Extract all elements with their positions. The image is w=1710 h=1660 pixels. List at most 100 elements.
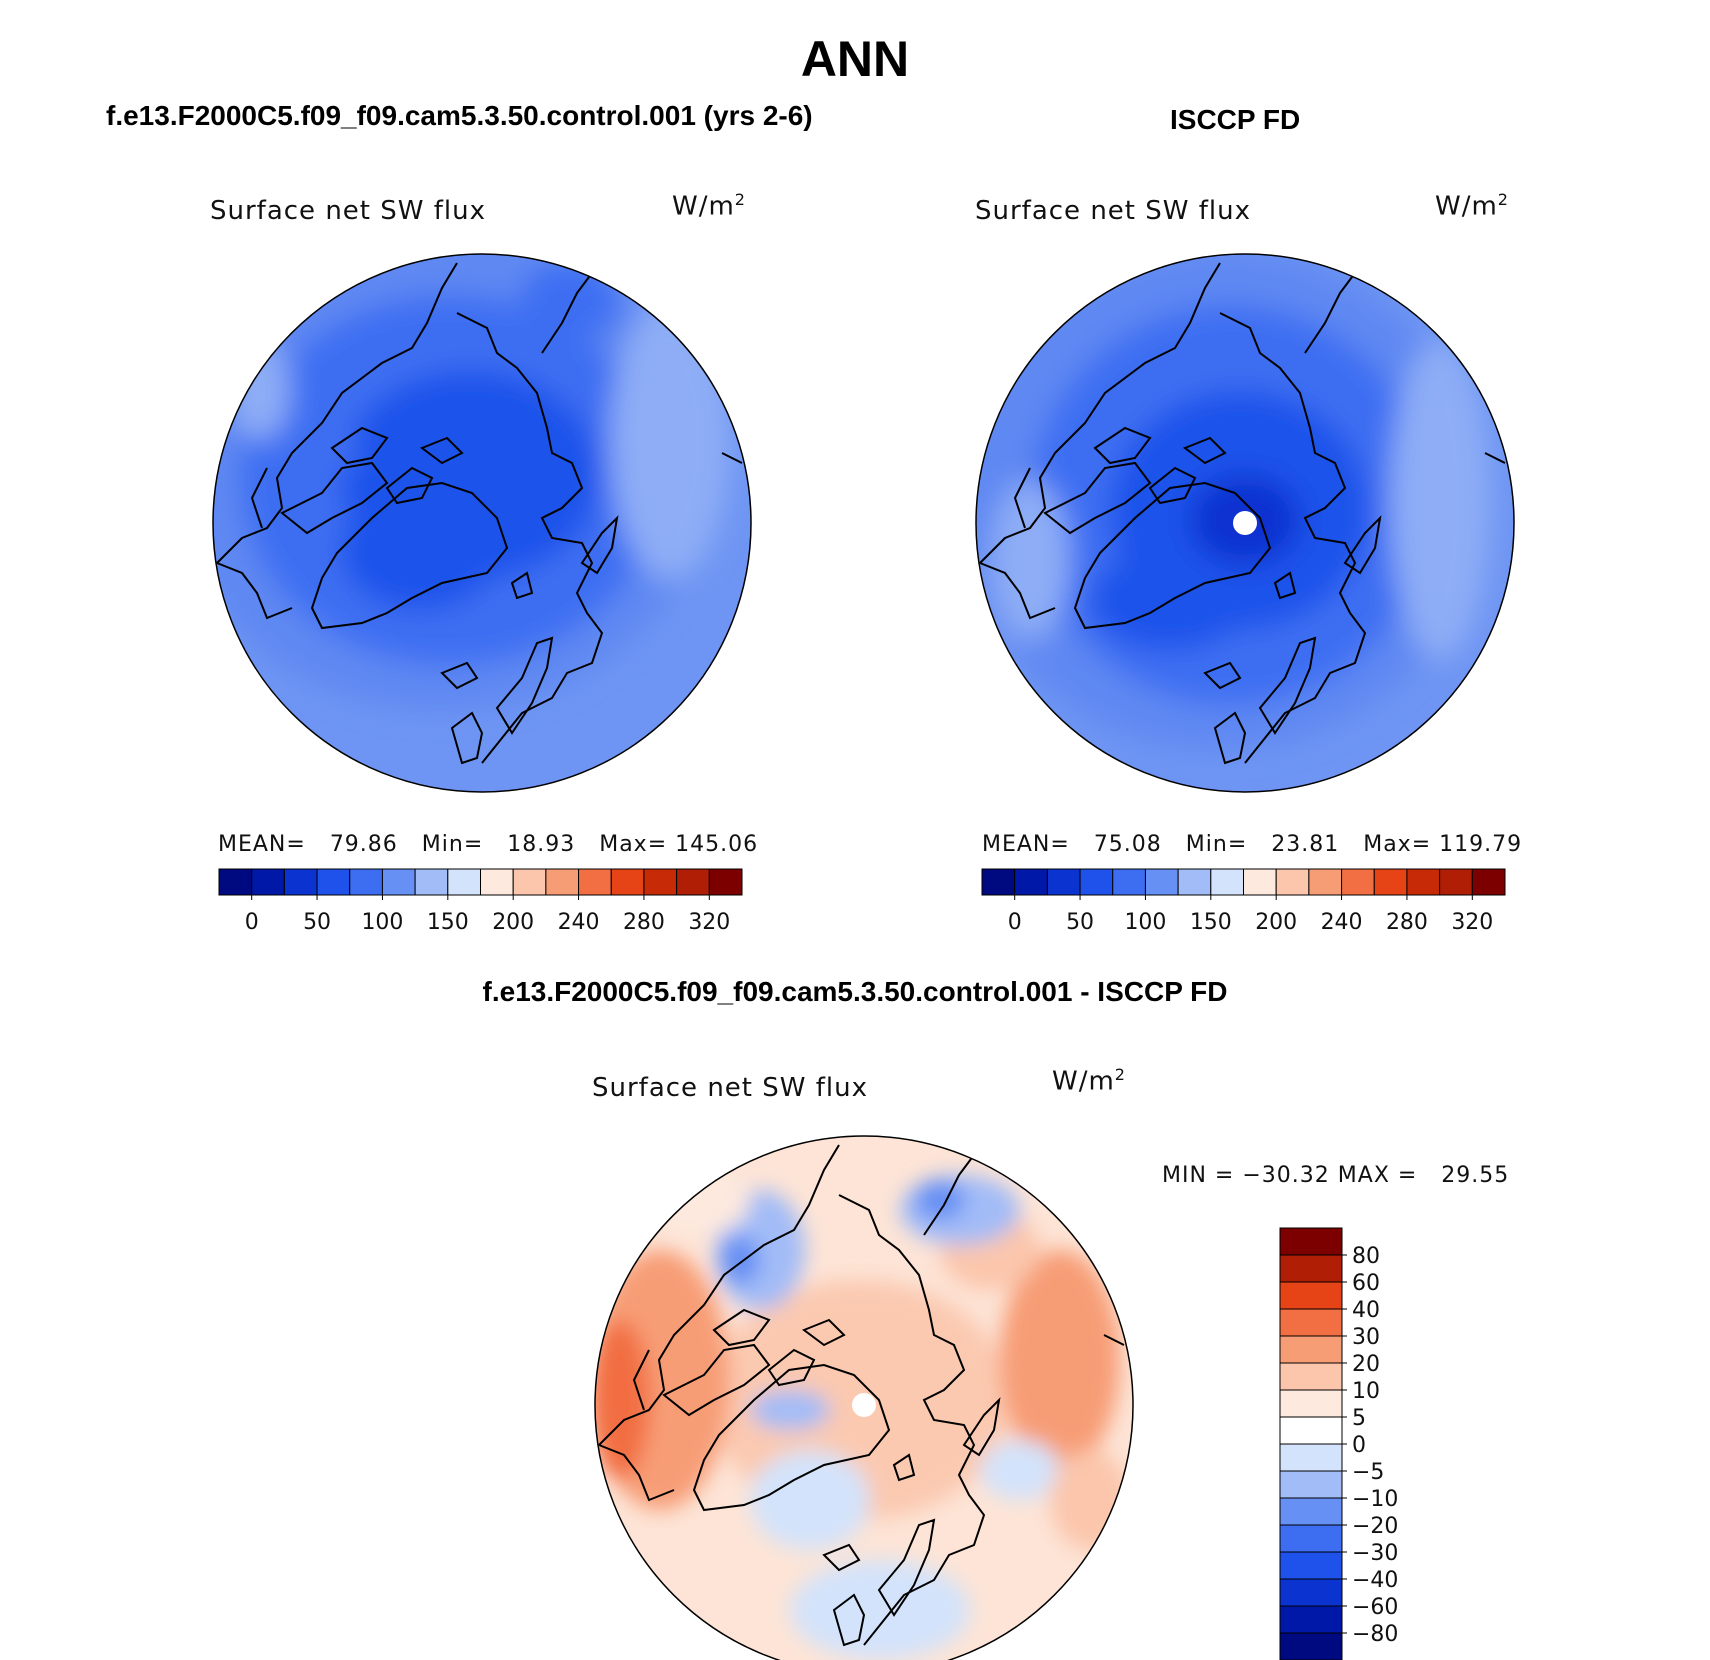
diff-colorbar-label: 80 (1352, 1244, 1380, 1269)
model-colorbar-label: 240 (558, 910, 600, 935)
model-units-label: W/m2 (672, 190, 746, 222)
obs-colorbar-box (1210, 868, 1244, 896)
obs-colorbar-label: 0 (1008, 910, 1022, 935)
model-colorbar-box (708, 868, 743, 896)
diff-minmax: MIN = −30.32 MAX = 29.55 (1162, 1163, 1510, 1188)
obs-colorbar-box (1177, 868, 1212, 896)
model-colorbar-box (414, 868, 449, 896)
model-colorbar-box (610, 868, 645, 896)
diff-colorbar-box (1279, 1308, 1343, 1337)
diff-colorbar-box (1279, 1281, 1343, 1310)
obs-colorbar-box (1079, 868, 1114, 896)
diff-colorbar-label: −30 (1352, 1541, 1398, 1566)
obs-colorbar-box (1112, 868, 1146, 896)
obs-colorbar-label: 150 (1190, 910, 1232, 935)
obs-colorbar-box (981, 868, 1016, 896)
diff-colorbar-box (1279, 1632, 1343, 1660)
obs-title: ISCCP FD (1170, 104, 1301, 135)
diff-colorbar-box (1279, 1443, 1343, 1472)
diff-map (594, 1135, 1134, 1660)
diff-colorbar-box (1279, 1497, 1343, 1526)
diff-colorbar-label: −5 (1352, 1460, 1384, 1485)
obs-colorbar-box (1144, 868, 1179, 896)
diff-colorbar-box (1279, 1416, 1343, 1445)
obs-colorbar-box (1406, 868, 1441, 896)
model-colorbar-box (512, 868, 547, 896)
model-colorbar-label: 100 (361, 910, 403, 935)
diff-colorbar-box (1279, 1389, 1343, 1418)
diff-colorbar-label: 30 (1352, 1325, 1380, 1350)
diff-colorbar-label: −10 (1352, 1487, 1398, 1512)
model-stats: MEAN= 79.86 Min= 18.93 Max= 145.06 (218, 832, 759, 857)
model-colorbar-label: 200 (492, 910, 534, 935)
obs-colorbar-label: 320 (1451, 910, 1493, 935)
model-colorbar-box (381, 868, 416, 896)
diff-colorbar-label: 20 (1352, 1352, 1380, 1377)
diff-colorbar-box (1279, 1362, 1343, 1391)
obs-colorbar-box (1471, 868, 1506, 896)
obs-pole-hole (1233, 511, 1257, 535)
diff-colorbar-label: −40 (1352, 1568, 1398, 1593)
diff-colorbar-box (1279, 1254, 1343, 1283)
obs-colorbar-box (1275, 868, 1310, 896)
diff-colorbar-label: 60 (1352, 1271, 1380, 1296)
model-colorbar-box (578, 868, 612, 896)
difference-title: f.e13.F2000C5.f09_f09.cam5.3.50.control.… (482, 976, 1228, 1007)
diff-colorbar-box (1279, 1605, 1343, 1634)
model-colorbar-box (316, 868, 351, 896)
diff-colorbar-label: −80 (1352, 1622, 1398, 1647)
model-colorbar-label: 320 (688, 910, 730, 935)
model-colorbar-box (643, 868, 678, 896)
diff-colorbar-label: 0 (1352, 1433, 1366, 1458)
model-colorbar-box (349, 868, 383, 896)
obs-colorbar-label: 280 (1386, 910, 1428, 935)
diff-pole-hole (852, 1393, 876, 1417)
obs-colorbar-box (1341, 868, 1375, 896)
diff-colorbar-label: 5 (1352, 1406, 1366, 1431)
diff-colorbar-box (1279, 1524, 1343, 1553)
obs-units-label: W/m2 (1435, 190, 1509, 222)
diff-colorbar-box (1279, 1578, 1343, 1607)
obs-colorbar-box (1046, 868, 1081, 896)
model-colorbar-box (218, 868, 253, 896)
model-title: f.e13.F2000C5.f09_f09.cam5.3.50.control.… (106, 100, 813, 131)
model-colorbar: 0 50 100 150 200 240 280 320 (218, 868, 743, 935)
model-colorbar-label: 50 (303, 910, 331, 935)
obs-colorbar-box (1439, 868, 1473, 896)
season-title: ANN (800, 31, 910, 87)
obs-colorbar-box (1373, 868, 1408, 896)
obs-colorbar-label: 100 (1124, 910, 1166, 935)
obs-stats: MEAN= 75.08 Min= 23.81 Max= 119.79 (982, 832, 1523, 857)
model-colorbar-box (480, 868, 514, 896)
diff-colorbar-label: −20 (1352, 1514, 1398, 1539)
model-map (212, 253, 752, 793)
model-colorbar-box (283, 868, 318, 896)
model-colorbar-label: 0 (245, 910, 259, 935)
obs-colorbar: 0 50 100 150 200 240 280 320 (981, 868, 1506, 935)
model-colorbar-box (676, 868, 710, 896)
diff-colorbar-label: −60 (1352, 1595, 1398, 1620)
model-colorbar-box (251, 868, 285, 896)
diff-units-label: W/m2 (1052, 1065, 1126, 1097)
obs-colorbar-label: 240 (1321, 910, 1363, 935)
diff-colorbar-label: 40 (1352, 1298, 1380, 1323)
obs-colorbar-label: 200 (1255, 910, 1297, 935)
diff-colorbar-box (1279, 1551, 1343, 1580)
obs-colorbar-box (1308, 868, 1343, 896)
model-colorbar-label: 150 (427, 910, 469, 935)
obs-map (975, 253, 1515, 793)
obs-colorbar-box (1243, 868, 1277, 896)
model-variable-label: Surface net SW flux (210, 196, 486, 226)
model-colorbar-box (545, 868, 580, 896)
obs-colorbar-label: 50 (1066, 910, 1094, 935)
diff-colorbar-box (1279, 1470, 1343, 1499)
obs-variable-label: Surface net SW flux (975, 196, 1251, 226)
diff-colorbar-box (1279, 1227, 1343, 1256)
diff-variable-label: Surface net SW flux (592, 1073, 868, 1103)
obs-colorbar-box (1014, 868, 1048, 896)
diff-colorbar-label: 10 (1352, 1379, 1380, 1404)
model-colorbar-box (447, 868, 481, 896)
